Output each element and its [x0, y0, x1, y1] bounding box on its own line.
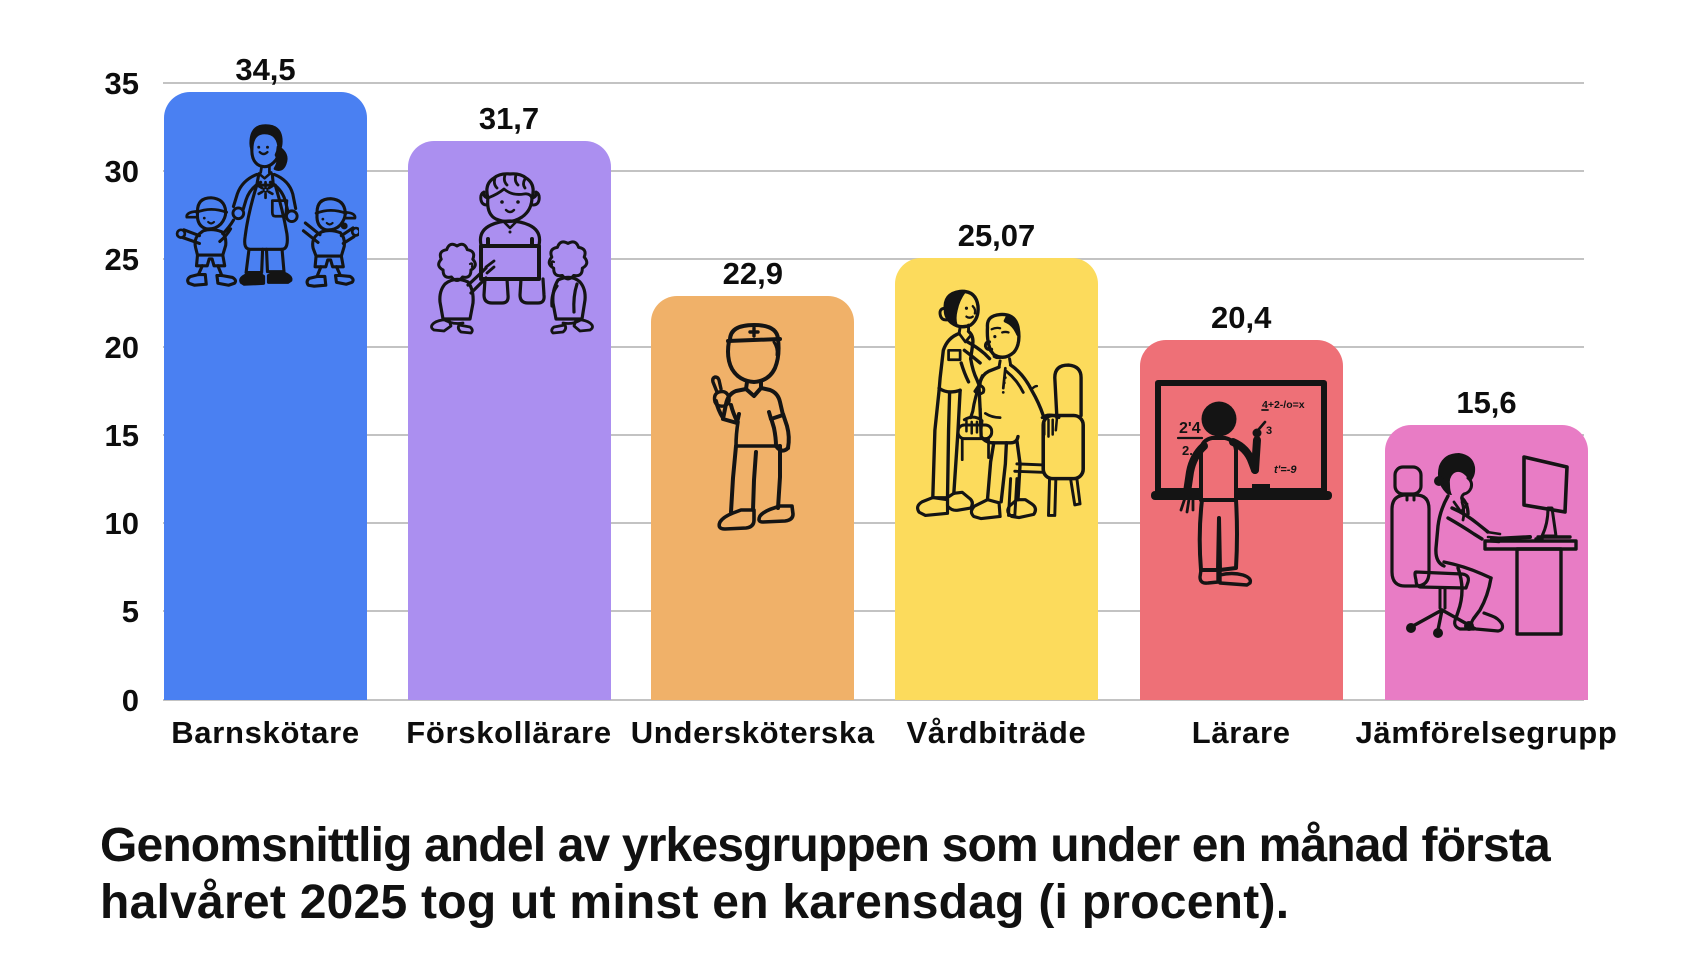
svg-text:t'=-9: t'=-9	[1274, 464, 1297, 476]
svg-text:3: 3	[1266, 425, 1272, 437]
svg-text:2'4: 2'4	[1179, 420, 1201, 437]
svg-text:2.: 2.	[1182, 443, 1193, 458]
svg-text:4+2-/o=x: 4+2-/o=x	[1262, 399, 1305, 411]
